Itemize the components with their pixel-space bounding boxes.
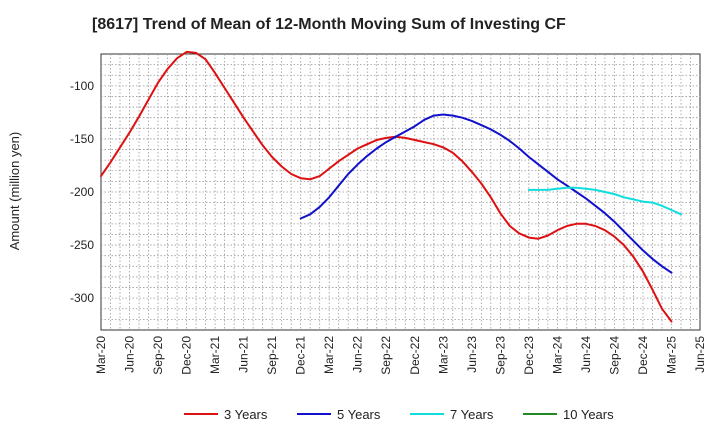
legend-label: 7 Years: [450, 407, 494, 422]
x-tick-label: Mar-23: [436, 336, 450, 374]
x-tick-label: Sep-24: [607, 336, 621, 375]
series-lines: [100, 50, 682, 323]
x-tick-label: Jun-25: [693, 336, 707, 373]
x-tick-label: Jun-23: [465, 336, 479, 373]
legend-item-7-years: 7 Years: [410, 407, 494, 422]
legend: 3 Years 5 Years 7 Years 10 Years: [184, 407, 614, 422]
y-tick-label: -300: [70, 291, 94, 305]
x-tick-label: Sep-22: [379, 336, 393, 375]
x-tick-label: Jun-22: [351, 336, 365, 373]
y-tick-labels: -100 -150 -200 -250 -300: [70, 79, 94, 305]
legend-label: 3 Years: [224, 407, 268, 422]
x-tick-label: Sep-20: [151, 336, 165, 375]
chart-title: [8617] Trend of Mean of 12-Month Moving …: [92, 16, 566, 33]
legend-item-10-years: 10 Years: [523, 407, 614, 422]
y-tick-label: -100: [70, 79, 94, 93]
x-tick-label: Mar-20: [94, 336, 108, 374]
legend-item-5-years: 5 Years: [297, 407, 381, 422]
x-tick-label: Mar-21: [208, 336, 222, 374]
x-tick-label: Dec-21: [294, 336, 308, 375]
legend-label: 10 Years: [563, 407, 614, 422]
plot-frame: [100, 53, 701, 331]
x-tick-label: Dec-23: [522, 336, 536, 375]
series-line-5-years: [299, 113, 673, 274]
x-tick-label: Dec-24: [636, 336, 650, 375]
plot-area: [100, 53, 701, 331]
x-tick-label: Jun-24: [579, 336, 593, 373]
x-tick-label: Mar-25: [664, 336, 678, 374]
y-tick-label: -250: [70, 238, 94, 252]
x-tick-label: Mar-24: [550, 336, 564, 374]
series-line-3-years: [100, 50, 673, 323]
grid-lines: [101, 54, 700, 330]
x-tick-label: Sep-23: [493, 336, 507, 375]
legend-item-3-years: 3 Years: [184, 407, 268, 422]
x-tick-labels: Mar-20 Jun-20 Sep-20 Dec-20 Mar-21 Jun-21 Sep-…: [94, 336, 707, 375]
series-line-7-years: [527, 186, 682, 216]
y-axis-label: Amount (million yen): [7, 132, 22, 251]
legend-label: 5 Years: [337, 407, 381, 422]
x-tick-label: Jun-20: [123, 336, 137, 373]
x-tick-label: Dec-20: [180, 336, 194, 375]
x-tick-label: Sep-21: [265, 336, 279, 375]
x-tick-label: Mar-22: [322, 336, 336, 374]
y-tick-label: -200: [70, 185, 94, 199]
x-tick-label: Dec-22: [408, 336, 422, 375]
y-tick-label: -150: [70, 132, 94, 146]
x-tick-label: Jun-21: [237, 336, 251, 373]
